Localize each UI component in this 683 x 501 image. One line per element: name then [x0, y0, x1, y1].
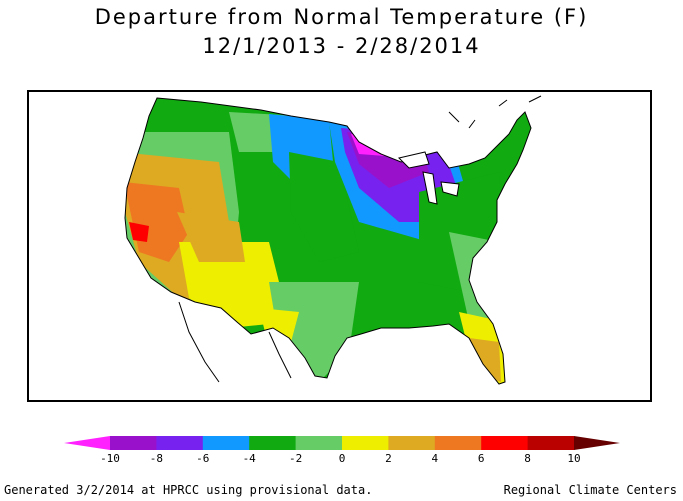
- map-title: Departure from Normal Temperature (F): [94, 5, 589, 29]
- color-legend: [64, 436, 620, 450]
- legend-swatch: [202, 436, 250, 450]
- legend-tick-label: 0: [338, 452, 346, 465]
- us-temperature-map: [27, 90, 652, 402]
- legend-swatch: [342, 436, 389, 450]
- legend-tick-label: 6: [477, 452, 485, 465]
- temperature-shading: [125, 98, 531, 384]
- legend-tick-label: -10: [100, 452, 120, 465]
- legend-tick-label: -6: [196, 452, 210, 465]
- legend-tick-label: 2: [385, 452, 392, 465]
- map-canvas: [124, 95, 542, 385]
- generated-note: Generated 3/2/2014 at HPRCC using provis…: [4, 483, 373, 497]
- legend-swatch: [574, 436, 620, 450]
- legend-swatch: [110, 436, 157, 450]
- map-date-range: 12/1/2013 - 2/28/2014: [202, 34, 481, 58]
- legend-swatch: [156, 436, 204, 450]
- legend-tick-label: 10: [567, 452, 581, 465]
- legend-swatch: [64, 436, 110, 450]
- legend-tick-label: 8: [524, 452, 531, 465]
- legend-swatch: [527, 436, 575, 450]
- legend-swatch: [295, 436, 343, 450]
- legend-tick-label: -8: [149, 452, 164, 465]
- legend-swatch: [388, 436, 436, 450]
- legend-tick-label: -2: [288, 452, 303, 465]
- legend-swatch: [481, 436, 529, 450]
- legend-swatch: [434, 436, 482, 450]
- source-credit: Regional Climate Centers: [503, 483, 677, 497]
- legend-swatch: [249, 436, 297, 450]
- legend-tick-label: -4: [242, 452, 256, 465]
- legend-bar: [64, 436, 620, 450]
- legend-tick-label: 4: [431, 452, 439, 465]
